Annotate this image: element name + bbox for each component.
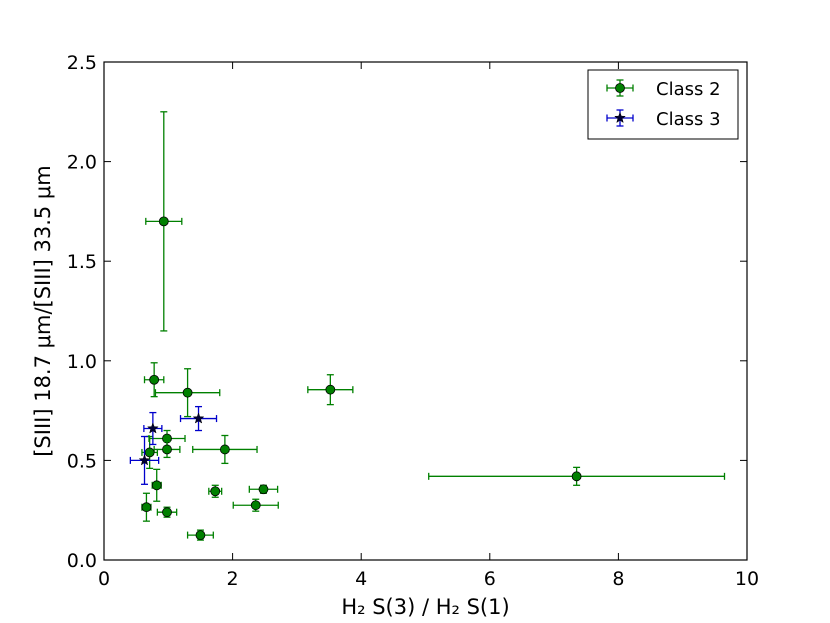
x-tick-labels: 0 2 4 6 8 10 xyxy=(98,568,759,590)
series-class-2 xyxy=(141,111,726,541)
class-2-marker xyxy=(325,384,336,395)
class-2-marker xyxy=(149,374,160,385)
class-2-point xyxy=(248,484,279,495)
legend: Class 2 Class 3 xyxy=(587,69,739,140)
y-tick-labels: 0.0 0.5 1.0 1.5 2.0 2.5 xyxy=(67,52,97,572)
class-3-marker xyxy=(192,412,205,424)
y-tick-label: 2.0 xyxy=(67,152,97,174)
class-2-marker xyxy=(144,447,155,458)
class-2-point xyxy=(428,466,726,486)
class-3-marker xyxy=(146,422,159,434)
x-tick-label: 0 xyxy=(98,568,110,590)
x-tick-label: 2 xyxy=(227,568,239,590)
class-2-marker xyxy=(162,444,172,455)
legend-item-class-3 xyxy=(606,109,634,127)
y-tick-label: 2.5 xyxy=(67,52,97,74)
x-tick-label: 8 xyxy=(612,568,624,590)
y-tick-label: 1.5 xyxy=(67,251,97,273)
class-2-point xyxy=(151,468,162,502)
legend-label-class-2: Class 2 xyxy=(656,79,721,100)
class-2-marker xyxy=(219,444,230,455)
legend-item-class-2 xyxy=(606,79,634,97)
class-2-point xyxy=(156,506,178,518)
plot-frame xyxy=(103,61,748,561)
x-tick-label: 10 xyxy=(735,568,759,590)
class-2-marker xyxy=(141,502,152,513)
class-2-marker xyxy=(158,216,169,227)
class-2-point xyxy=(154,368,221,418)
class-2-marker xyxy=(210,486,221,497)
legend-class-3-marker xyxy=(614,111,626,124)
legend-label-class-3: Class 3 xyxy=(656,109,721,130)
legend-box xyxy=(587,69,739,140)
class-2-marker xyxy=(162,507,172,518)
class-3-point xyxy=(129,435,160,485)
class-2-point xyxy=(153,440,181,459)
class-2-point xyxy=(145,111,183,332)
x-tick-label: 4 xyxy=(355,568,367,590)
class-2-point xyxy=(192,434,258,465)
class-2-point xyxy=(143,362,165,398)
class-2-point xyxy=(186,529,214,541)
x-axis-label: H₂ S(3) / H₂ S(1) xyxy=(341,595,509,619)
class-2-point xyxy=(208,484,223,498)
class-2-point xyxy=(307,374,354,406)
class-2-marker xyxy=(151,480,162,491)
y-tick-label: 0.0 xyxy=(67,550,97,572)
series-class-3 xyxy=(129,405,218,485)
legend-class-2-marker xyxy=(615,83,625,93)
y-tick-label: 1.0 xyxy=(67,351,97,373)
class-3-point xyxy=(143,411,163,446)
y-axis-label: [SIII] 18.7 μm/[SIII] 33.5 μm xyxy=(31,165,55,457)
data-marks xyxy=(129,111,726,541)
class-2-marker xyxy=(258,484,269,495)
y-tick-label: 0.5 xyxy=(67,450,97,472)
class-2-marker xyxy=(182,387,193,398)
class-2-marker xyxy=(195,530,206,540)
class-3-marker xyxy=(138,454,151,466)
x-tick-label: 6 xyxy=(484,568,496,590)
class-2-marker xyxy=(571,471,582,482)
class-3-point xyxy=(179,405,218,432)
class-2-point xyxy=(141,492,152,522)
class-2-point xyxy=(232,498,279,512)
class-2-marker xyxy=(250,500,261,511)
